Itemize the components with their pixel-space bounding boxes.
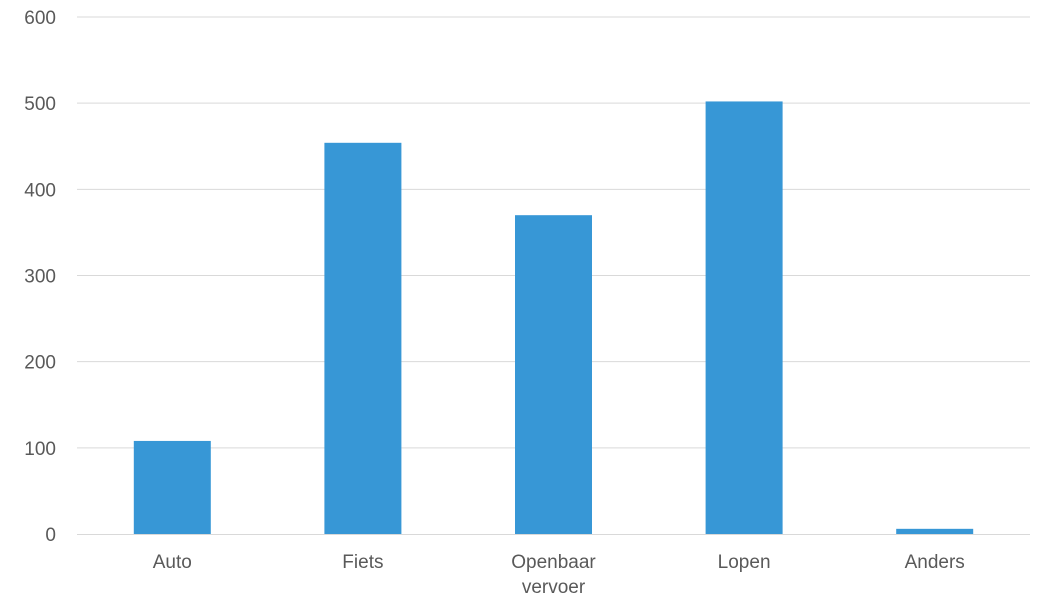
- bar: [515, 215, 592, 534]
- y-tick-label: 600: [24, 8, 56, 29]
- x-tick-label-line: Openbaar: [511, 552, 596, 573]
- y-tick-label: 200: [24, 353, 56, 374]
- y-tick-label: 0: [45, 525, 56, 546]
- bar: [705, 101, 783, 535]
- x-tick-label: Openbaar vervoer: [511, 552, 596, 598]
- x-tick-label: Anders: [905, 552, 965, 573]
- y-tick-label: 400: [24, 180, 56, 201]
- x-tick-label: Lopen: [718, 552, 771, 573]
- y-axis-tick-labels: 0 100 200 300 400 500 600: [24, 8, 56, 546]
- y-tick-label: 300: [24, 267, 56, 288]
- x-tick-label-line: Anders: [905, 552, 965, 573]
- x-tick-label-line: Lopen: [718, 552, 771, 573]
- x-tick-label: Auto: [153, 552, 192, 573]
- bar: [896, 528, 974, 534]
- x-tick-label: Fiets: [342, 552, 383, 573]
- x-tick-label-line: Fiets: [342, 552, 383, 573]
- bar: [324, 142, 402, 534]
- y-tick-label: 500: [24, 94, 56, 115]
- y-tick-label: 100: [24, 439, 56, 460]
- bar: [133, 440, 211, 534]
- bars: [133, 101, 974, 535]
- x-tick-label-line: vervoer: [522, 577, 586, 598]
- x-tick-label-line: Auto: [153, 552, 192, 573]
- x-axis-tick-labels: Auto Fiets Openbaar vervoer Lopen Anders: [153, 552, 965, 598]
